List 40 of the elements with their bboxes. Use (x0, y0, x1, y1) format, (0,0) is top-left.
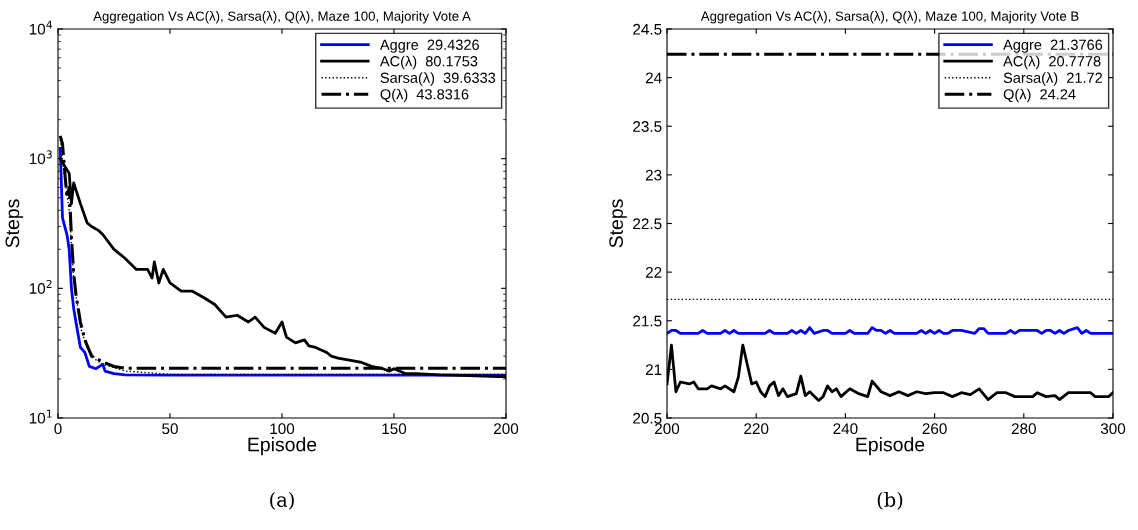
y-tick-label: 20.5 (633, 412, 662, 424)
legend-label: Sarsa(λ) 39.6333 (380, 72, 496, 86)
legend-label: Q(λ) 24.24 (1003, 88, 1076, 103)
y-tick-label: 10$^{3}$ (29, 150, 52, 165)
y-tick-label: 24.5 (633, 23, 662, 35)
legend-label: AC(λ) 80.1753 (379, 55, 478, 70)
chart-title: Aggregation Vs AC(λ), Sarsa(λ), Q(λ), Maze 100, Majority Vote A (93, 11, 471, 24)
x-tick-label: 150 (382, 423, 407, 435)
x-tick-label: 200 (494, 423, 519, 435)
y-tick-label: 10$^{1}$ (29, 409, 52, 424)
y-tick-label: 22.5 (633, 218, 662, 230)
x-tick-label: 200 (655, 423, 680, 435)
x-tick-label: 260 (922, 423, 947, 435)
legend-label: Sarsa(λ) 21.72 (1003, 72, 1103, 86)
x-tick-label: 300 (1100, 423, 1126, 435)
x-tick-label: 240 (833, 423, 858, 435)
y-tick-label: 22 (645, 266, 662, 278)
x-tick-label: 0 (54, 423, 62, 435)
y-axis-title: Steps (609, 199, 627, 248)
x-tick-label: 280 (1011, 423, 1036, 435)
legend-label: Aggre 29.4326 (379, 39, 479, 53)
y-tick-label: 24 (645, 72, 662, 84)
text: (b) (877, 491, 903, 510)
x-tick-label: 100 (270, 423, 295, 435)
chart-title: Aggregation Vs AC(λ), Sarsa(λ), Q(λ), Maze 100, Majority Vote B (700, 11, 1079, 24)
y-tick-label: 23 (645, 169, 662, 181)
y-tick-label: 21.5 (633, 315, 662, 327)
text: (a) (270, 491, 294, 510)
y-tick-label: 10$^{2}$ (29, 279, 52, 294)
x-tick-label: 50 (162, 423, 178, 435)
x-axis-title: Episode (856, 437, 925, 456)
legend-label: Q(λ) 43.8316 (380, 88, 469, 103)
y-tick-label: 21 (645, 364, 662, 375)
y-tick-label: 10$^{4}$ (29, 20, 53, 35)
legend-label: Aggre 21.3766 (1003, 39, 1103, 53)
legend-label: AC(λ) 20.7778 (1003, 55, 1101, 70)
y-tick-label: 23.5 (633, 121, 662, 132)
y-axis-title: Steps (5, 199, 24, 248)
x-tick-label: 220 (744, 423, 769, 435)
x-axis-title: Episode (248, 437, 317, 456)
